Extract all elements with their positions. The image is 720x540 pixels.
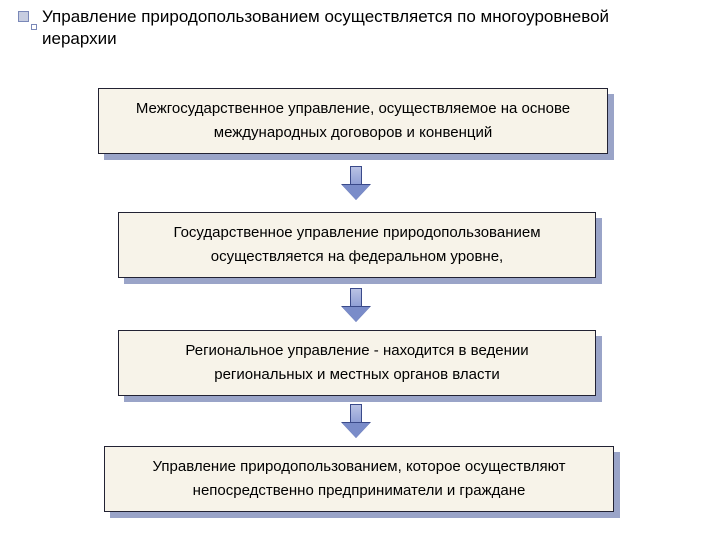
arrow-down-icon — [342, 404, 370, 440]
box-entrepreneurs: Управление природопользованием, которое … — [104, 446, 614, 512]
box3-line1: Региональное управление - находится в ве… — [185, 339, 528, 363]
box1-line2: международных договоров и конвенций — [214, 121, 492, 145]
box3-line2: региональных и местных органов власти — [214, 363, 500, 387]
arrow-down-icon — [342, 288, 370, 324]
title-bullet-icon — [18, 11, 34, 27]
slide-title: Управление природопользованием осуществл… — [42, 6, 682, 50]
box-intergovernmental: Межгосударственное управление, осуществл… — [98, 88, 608, 154]
box1-line1: Межгосударственное управление, осуществл… — [136, 97, 570, 121]
box4-line1: Управление природопользованием, которое … — [153, 455, 566, 479]
box2-line2: осуществляется на федеральном уровне, — [211, 245, 503, 269]
box4-line2: непосредственно предприниматели и гражда… — [193, 479, 526, 503]
box-state: Государственное управление природопользо… — [118, 212, 596, 278]
arrow-down-icon — [342, 166, 370, 202]
box2-line1: Государственное управление природопользо… — [173, 221, 540, 245]
box-regional: Региональное управление - находится в ве… — [118, 330, 596, 396]
